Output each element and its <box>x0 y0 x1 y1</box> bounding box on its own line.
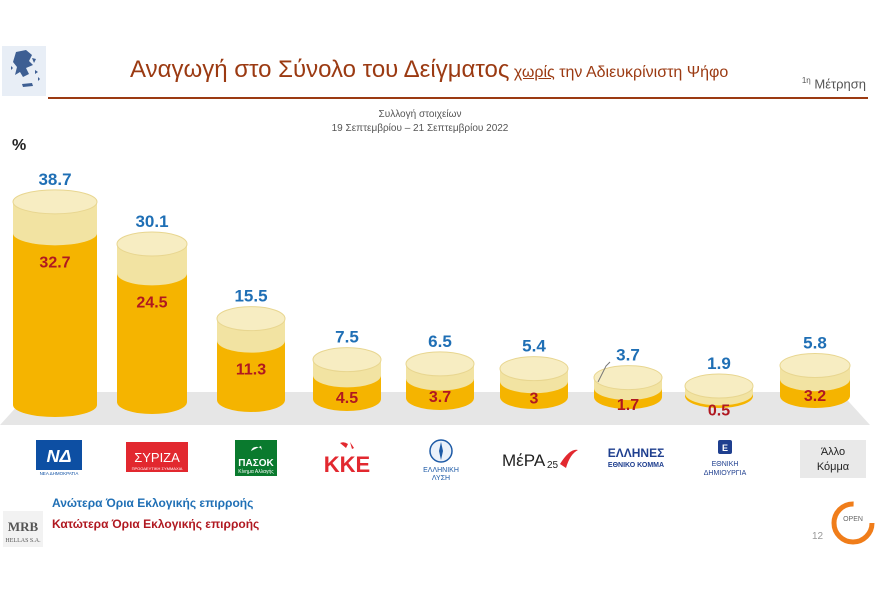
elliniki-lysi-line2: ΛΥΣΗ <box>432 475 450 482</box>
title-rule <box>48 97 868 99</box>
bar-chart: 38.7 32.7 30.1 24.5 15.5 11.3 7.5 4.5 6.5 3.7 5.4 3… <box>0 170 870 425</box>
nd-logo: ΝΔ ΝΕΑ ΔΗΜΟΚΡΑΤΙΑ <box>36 440 82 476</box>
fieldwork-dates: 19 Σεπτεμβρίου – 21 Σεπτεμβρίου 2022 <box>331 123 509 134</box>
bar-lower-1 <box>117 273 187 414</box>
upper-value-label: 5.8 <box>803 334 827 353</box>
bar-top-0 <box>12 189 98 215</box>
bar-top-4 <box>405 351 475 377</box>
upper-value-label: 38.7 <box>38 170 71 189</box>
upper-value-label: 3.7 <box>616 346 640 365</box>
bar-top-8 <box>779 353 851 379</box>
bar-top-1 <box>116 231 188 257</box>
upper-value-label: 1.9 <box>707 354 731 373</box>
lower-value-label: 0.5 <box>708 402 730 419</box>
upper-value-label: 7.5 <box>335 328 359 347</box>
upper-value-label: 5.4 <box>522 337 546 356</box>
lower-value-label: 11.3 <box>236 362 266 379</box>
mera25-logo-num: 25 <box>547 460 559 471</box>
title-rest: την Αδιευκρίνιστη Ψήφο <box>559 64 729 81</box>
mrb-logo-sub: HELLAS S.A. <box>5 538 41 544</box>
nd-logo-text: ΝΔ <box>46 446 71 466</box>
greece-map-icon <box>2 46 46 96</box>
measurement-sup: 1η <box>801 76 811 85</box>
kke-logo-text: ΚΚΕ <box>324 452 370 476</box>
bar-top-7 <box>684 373 754 399</box>
lower-value-label: 4.5 <box>336 390 358 407</box>
ellines-logo: ΕΛΛΗΝΕΣ ΕΘΝΙΚΟ ΚΟΜΜΑ <box>608 446 665 469</box>
mrb-logo: MRB HELLAS S.A. <box>3 511 43 547</box>
pasok-logo: ΠΑΣΟΚ Κίνημα Αλλαγής <box>235 440 277 476</box>
lower-value-label: 3 <box>530 390 539 407</box>
open-tv-logo: OPEN <box>831 501 875 545</box>
fieldwork-label: Συλλογή στοιχείων <box>378 109 462 120</box>
lower-value-label: 3.7 <box>429 389 451 406</box>
upper-value-label: 30.1 <box>135 212 168 231</box>
ethniki-dimiourgia-logo: Ε ΕΘΝΙΚΗ ΔΗΜΙΟΥΡΓΙΑ <box>704 440 747 477</box>
upper-value-label: 6.5 <box>428 332 452 351</box>
elliniki-lysi-logo: ΕΛΛΗΝΙΚΗ ΛΥΣΗ <box>423 439 459 482</box>
upper-value-label: 15.5 <box>234 287 267 306</box>
ethniki-dimiourgia-line2: ΔΗΜΙΟΥΡΓΙΑ <box>704 470 747 477</box>
bar-lower-0 <box>13 233 97 417</box>
bar-top-5 <box>499 356 569 382</box>
legend-upper-bound: Ανώτερα Όρια Εκλογικής επιρροής <box>52 496 254 510</box>
syriza-logo: ΣΥΡΙΖΑ ΠΡΟΟΔΕΥΤΙΚΗ ΣΥΜΜΑΧΙΑ <box>126 442 188 472</box>
unit-label: % <box>12 137 27 154</box>
open-logo-text: OPEN <box>843 516 863 523</box>
ethniki-dimiourgia-line1: ΕΘΝΙΚΗ <box>712 461 739 468</box>
mera25-logo: ΜέΡΑ 25 <box>502 449 578 471</box>
kke-logo: ΚΚΕ <box>324 442 370 476</box>
syriza-logo-sub: ΠΡΟΟΔΕΥΤΙΚΗ ΣΥΜΜΑΧΙΑ <box>132 466 183 471</box>
measurement-text: Μέτρηση <box>814 76 866 92</box>
legend-lower-bound: Κατώτερα Όρια Εκλογικής επιρροής <box>52 517 260 531</box>
ellines-line1: ΕΛΛΗΝΕΣ <box>608 446 665 460</box>
lower-value-label: 3.2 <box>804 388 826 405</box>
leader-line <box>597 361 611 383</box>
lower-value-label: 24.5 <box>136 294 167 311</box>
svg-text:Ε: Ε <box>722 443 728 453</box>
allo-komma-line2: Κόμμα <box>817 461 850 473</box>
syriza-logo-text: ΣΥΡΙΖΑ <box>134 450 180 465</box>
bar-lower-2 <box>217 340 285 412</box>
allo-komma-line1: Άλλο <box>821 446 845 458</box>
bar-top-2 <box>216 306 286 332</box>
measurement-label: 1η Μέτρηση <box>802 76 866 91</box>
ellines-line2: ΕΘΝΙΚΟ ΚΟΜΜΑ <box>608 462 664 469</box>
title-main: Αναγωγή στο Σύνολο του Δείγματος <box>130 56 510 83</box>
chart-title: Αναγωγή στο Σύνολο του Δείγματος χωρίς τ… <box>130 56 728 84</box>
allo-komma-box: Άλλο Κόμμα <box>800 440 866 478</box>
lower-value-label: 32.7 <box>39 254 70 271</box>
bar-top-3 <box>312 347 382 373</box>
mrb-logo-text: MRB <box>8 519 39 534</box>
lower-value-label: 1.7 <box>617 397 639 414</box>
title-emphasis: χωρίς <box>513 64 555 81</box>
pasok-logo-text: ΠΑΣΟΚ <box>238 458 274 469</box>
mera25-logo-text: ΜέΡΑ <box>502 451 546 470</box>
elliniki-lysi-line1: ΕΛΛΗΝΙΚΗ <box>423 467 459 474</box>
bar-top-6 <box>593 365 663 391</box>
page-number: 12 <box>812 531 824 542</box>
nd-logo-sub: ΝΕΑ ΔΗΜΟΚΡΑΤΙΑ <box>40 471 79 476</box>
pasok-logo-sub: Κίνημα Αλλαγής <box>238 468 274 475</box>
